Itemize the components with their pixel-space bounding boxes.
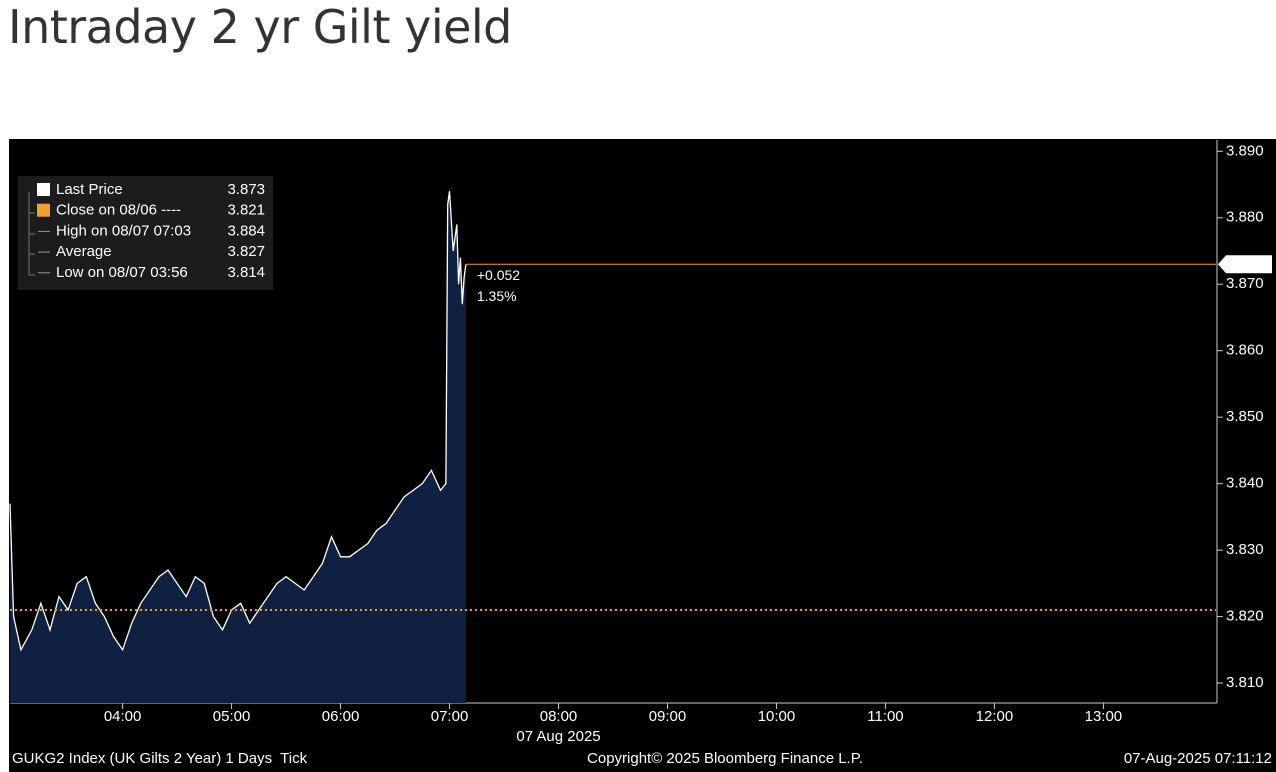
y-tick-label: 3.870 [1226,275,1264,292]
legend-label: High on 08/07 07:03 [56,222,191,239]
legend-value: 3.814 [227,264,265,281]
change-label: +0.052 [477,267,520,283]
legend-label: Low on 08/07 03:56 [56,264,188,281]
legend-label: Average [56,243,112,260]
legend-swatch [37,203,50,217]
legend-box [18,176,273,290]
y-tick-label: 3.850 [1226,408,1264,425]
change-pct-label: 1.35% [477,288,517,304]
last-price-tag-label: 3.873 [1228,255,1266,272]
x-tick-label: 11:00 [867,708,903,725]
area [10,191,466,703]
legend-tree [28,192,35,276]
x-tick-label: 13:00 [1085,708,1123,725]
y-tick-label: 3.880 [1226,209,1264,226]
legend-value: 3.873 [227,181,265,198]
x-sublabel: 07 Aug 2025 [516,728,600,745]
line [9,191,467,652]
y-tick-label: 3.890 [1226,142,1264,159]
legend-swatch [37,183,50,196]
x-tick-label: 06:00 [322,708,360,725]
legend-value: 3.884 [227,222,265,239]
footer-center: Copyright© 2025 Bloomberg Finance L.P. [587,750,863,767]
y-tick-label: 3.860 [1226,342,1264,359]
last-price-tag [1218,255,1272,274]
x-tick-label: 05:00 [213,708,251,725]
y-tick-label: 3.830 [1226,541,1264,558]
footer-left: GUKG2 Index (UK Gilts 2 Year) 1 Days Tic… [12,750,308,767]
x-tick-label: 04:00 [104,708,142,725]
footer-right: 07-Aug-2025 07:11:12 [1124,750,1272,767]
legend-value: 3.821 [227,202,265,219]
x-tick-label: 10:00 [758,708,796,725]
x-tick-label: 08:00 [540,708,578,725]
legend-label: Close on 08/06 ---- [56,202,181,219]
y-tick-label: 3.820 [1226,608,1264,625]
x-tick-label: 12:00 [976,708,1014,725]
y-tick-label: 3.810 [1226,674,1264,691]
legend-value: 3.827 [227,243,265,260]
legend-label: Last Price [56,181,123,198]
x-tick-label: 09:00 [649,708,687,725]
x-tick-label: 07:00 [431,708,469,725]
page-title: Intraday 2 yr Gilt yield [8,0,512,54]
y-tick-label: 3.840 [1226,475,1264,492]
